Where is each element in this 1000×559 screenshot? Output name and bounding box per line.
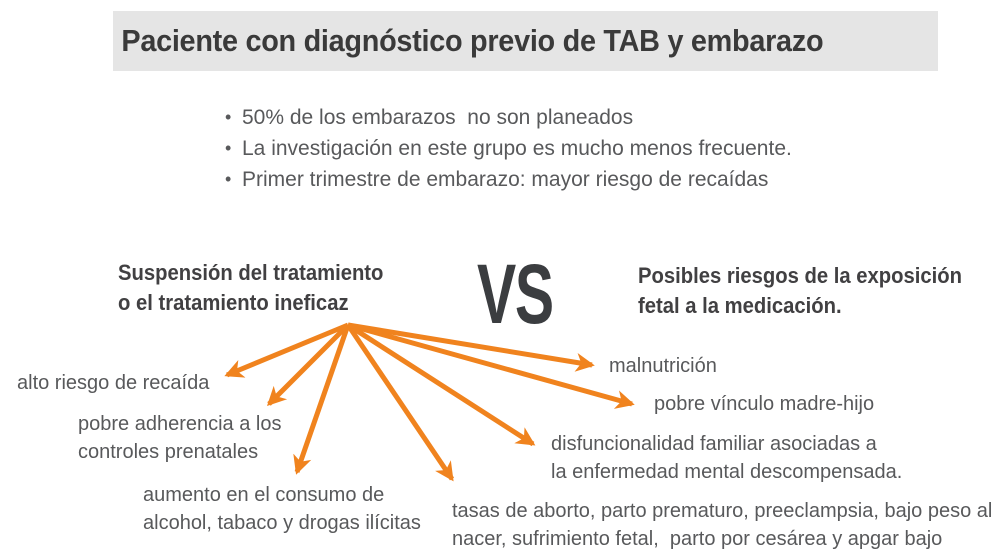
risk-label-consumo: aumento en el consumo de alcohol, tabaco… <box>143 484 421 534</box>
bullet-item-unplanned: 50% de los embarazos no son planeados <box>225 102 792 133</box>
risk-label-alto-riesgo: alto riesgo de recaída <box>17 372 210 394</box>
left-heading-suspension: Suspensión del tratamiento o el tratamie… <box>118 260 384 315</box>
arrow-to-obstetricos <box>345 323 455 482</box>
arrow-to-adherencia <box>266 323 350 407</box>
risk-label-malnutricion: malnutrición <box>609 355 717 377</box>
risk-label-vinculo: pobre vínculo madre-hijo <box>654 393 875 415</box>
bullet-list: 50% de los embarazos no son planeados La… <box>225 102 792 195</box>
risk-label-adherencia: pobre adherencia a los controles prenata… <box>78 413 282 463</box>
right-heading-exposicion: Posibles riesgos de la exposición fetal … <box>638 263 962 318</box>
arrow-to-consumo <box>293 324 351 475</box>
arrow-to-alto-riesgo <box>224 322 349 378</box>
arrow-to-malnutricion <box>347 322 595 372</box>
risk-label-disfuncionalidad: disfuncionalidad familiar asociadas a la… <box>551 433 903 483</box>
page-title: Paciente con diagnóstico previo de TAB y… <box>121 23 824 58</box>
bullet-item-research: La investigación en este grupo es mucho … <box>225 133 792 164</box>
arrow-to-disfuncionalidad <box>346 322 536 447</box>
risk-label-obstetricos: tasas de aborto, parto prematuro, preecl… <box>452 500 993 550</box>
bullet-item-first-trimester: Primer trimestre de embarazo: mayor ries… <box>225 164 792 195</box>
title-bar: Paciente con diagnóstico previo de TAB y… <box>113 11 938 71</box>
vs-label: VS <box>477 247 554 341</box>
